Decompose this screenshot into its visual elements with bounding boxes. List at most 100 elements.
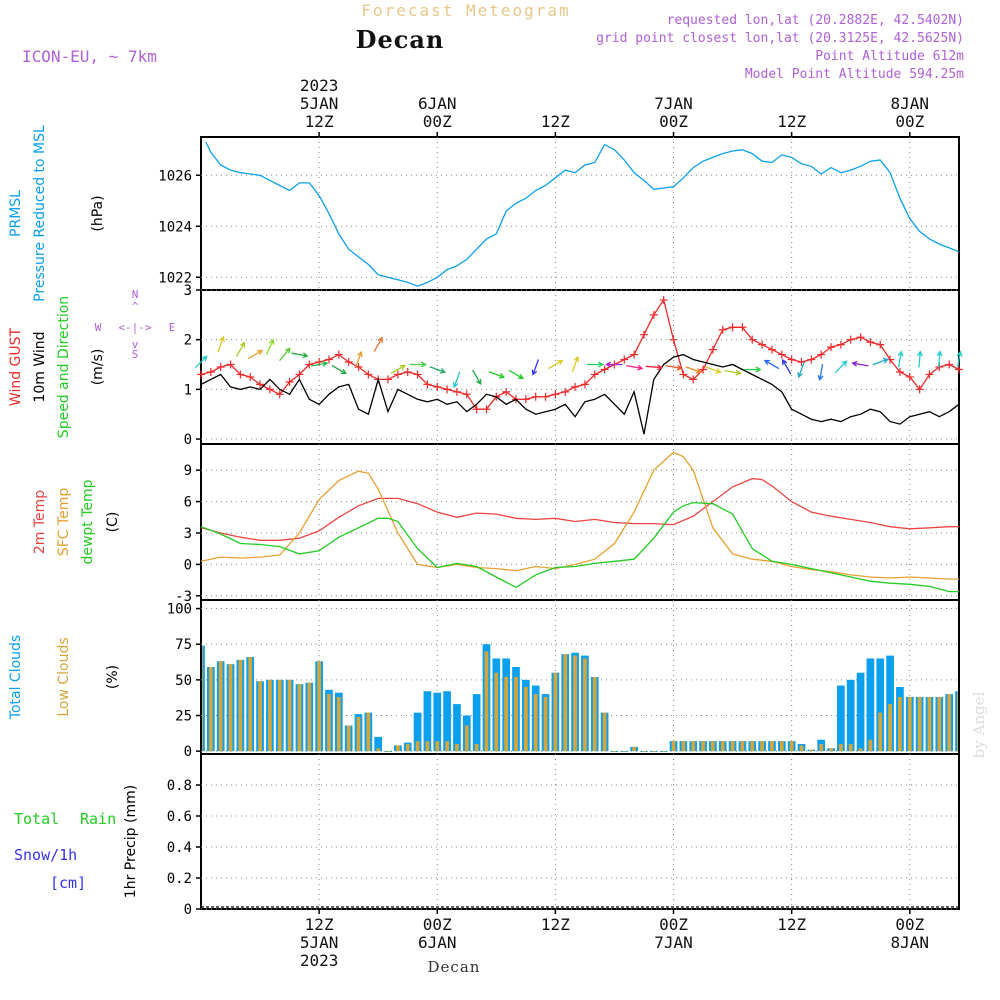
wind-arrow: [763, 359, 780, 370]
low-cloud-bar: [829, 748, 833, 752]
wind-arrow: [331, 364, 347, 375]
pressure-label-1: Pressure Reduced to MSL: [32, 125, 48, 302]
temp-label-1: SFC Temp: [56, 488, 72, 557]
precip-label-rain: Rain: [80, 810, 116, 828]
bottom-time-label: 12Z: [541, 915, 570, 934]
low-cloud-bar: [238, 659, 243, 752]
compass-e: E: [169, 321, 176, 334]
low-cloud-bar: [514, 677, 518, 752]
compass-n: N: [132, 288, 139, 301]
precip-label-total: Total: [14, 810, 59, 828]
wind-arrow: [571, 355, 580, 373]
wind-arrow: [235, 341, 246, 357]
gust-marker: [531, 392, 540, 401]
requested-point: requested lon,lat (20.2882E, 42.5402N): [667, 13, 964, 28]
precip-label-cm: [cm]: [50, 874, 86, 892]
low-cloud-bar: [612, 751, 617, 752]
wind-arrow: [217, 335, 225, 353]
low-cloud-bar: [888, 704, 892, 752]
low-cloud-bar: [455, 744, 459, 752]
gust-marker: [433, 382, 442, 391]
low-cloud-bar: [474, 744, 479, 752]
total-cloud-bar: [886, 655, 894, 752]
series-wind-gust: [200, 298, 960, 410]
wind-arrow: [685, 366, 702, 374]
wind-arrow: [279, 347, 291, 362]
temp-label-3: (C): [105, 512, 121, 533]
gust-marker: [216, 363, 225, 371]
panel-wind: 0 1 2 3 Wind GUST 10m Wind Speed and Direction…: [8, 283, 963, 448]
wind-arrow: [265, 338, 275, 355]
low-cloud-bar: [327, 694, 331, 752]
gust-marker: [689, 375, 698, 384]
wind-arrow: [724, 369, 742, 376]
gust-marker: [236, 370, 245, 379]
clouds-label-0: Total Clouds: [8, 635, 24, 720]
wind-label-3: (m/s): [90, 349, 106, 386]
precip-label-snow: Snow/1h: [14, 846, 77, 864]
top-time-label: 00Z: [423, 112, 452, 131]
gust-marker: [620, 355, 629, 364]
bottom-time-label: 5JAN: [300, 933, 339, 952]
gust-marker: [787, 355, 796, 364]
bottom-time-label: 12Z: [777, 915, 806, 934]
bottom-time-label: 8JAN: [891, 933, 930, 952]
wind-arrow: [782, 358, 792, 375]
bottom-time-label: 7JAN: [654, 933, 693, 952]
low-cloud-bar: [287, 679, 292, 752]
gust-marker: [817, 350, 826, 359]
wind-arrow: [872, 357, 890, 366]
wind-arrow: [488, 371, 506, 379]
y-tick-label: -3: [175, 589, 192, 605]
wind-arrow: [452, 371, 461, 389]
gust-marker: [344, 358, 353, 367]
gust-marker: [482, 405, 491, 414]
gust-marker: [403, 367, 412, 376]
gust-marker: [630, 350, 639, 359]
low-cloud-bar: [809, 749, 814, 752]
low-cloud-bar: [661, 751, 666, 752]
low-cloud-bar: [494, 672, 499, 752]
gust-marker: [443, 385, 452, 394]
gust-marker: [905, 372, 914, 381]
gust-marker: [659, 295, 668, 304]
gust-marker: [699, 365, 708, 374]
low-cloud-bar: [415, 741, 420, 752]
top-time-label: 7JAN: [654, 94, 693, 113]
gust-marker: [600, 365, 609, 374]
total-cloud-bar: [443, 691, 451, 752]
y-tick-label: 0: [184, 557, 192, 573]
low-cloud-bar: [317, 661, 322, 752]
total-cloud-bar: [453, 704, 461, 752]
low-cloud-bar: [602, 712, 607, 752]
gust-marker: [305, 360, 314, 369]
y-tick-label: 0: [184, 902, 192, 918]
compass-rose: N ^ W <-|-> E v S: [95, 288, 176, 361]
y-tick-label: 0.2: [167, 871, 192, 887]
series-2m-temp: [200, 477, 959, 541]
low-cloud-bar: [258, 681, 262, 752]
low-cloud-bar: [553, 672, 558, 752]
gust-marker: [423, 380, 432, 389]
total-cloud-bar: [374, 736, 383, 752]
total-cloud-bar: [846, 679, 855, 752]
wind-arrow: [605, 361, 623, 368]
model-label: ICON-EU, ~ 7km: [22, 47, 157, 66]
low-cloud-bar: [523, 686, 528, 752]
gust-marker: [915, 385, 924, 394]
wind-arrow: [665, 364, 683, 371]
total-cloud-bar: [433, 692, 442, 752]
low-cloud-bar: [445, 741, 449, 752]
panel-frame: [200, 136, 960, 291]
total-cloud-bar: [955, 691, 958, 752]
gust-marker: [718, 325, 727, 334]
point-altitude: Point Altitude 612m: [815, 49, 964, 64]
wind-label-2: Speed and Direction: [56, 296, 72, 438]
wind-arrow: [247, 349, 264, 360]
total-cloud-bar: [413, 712, 422, 752]
compass-down: v: [132, 338, 139, 351]
low-cloud-bar: [622, 751, 627, 752]
low-cloud-bar: [907, 696, 912, 752]
